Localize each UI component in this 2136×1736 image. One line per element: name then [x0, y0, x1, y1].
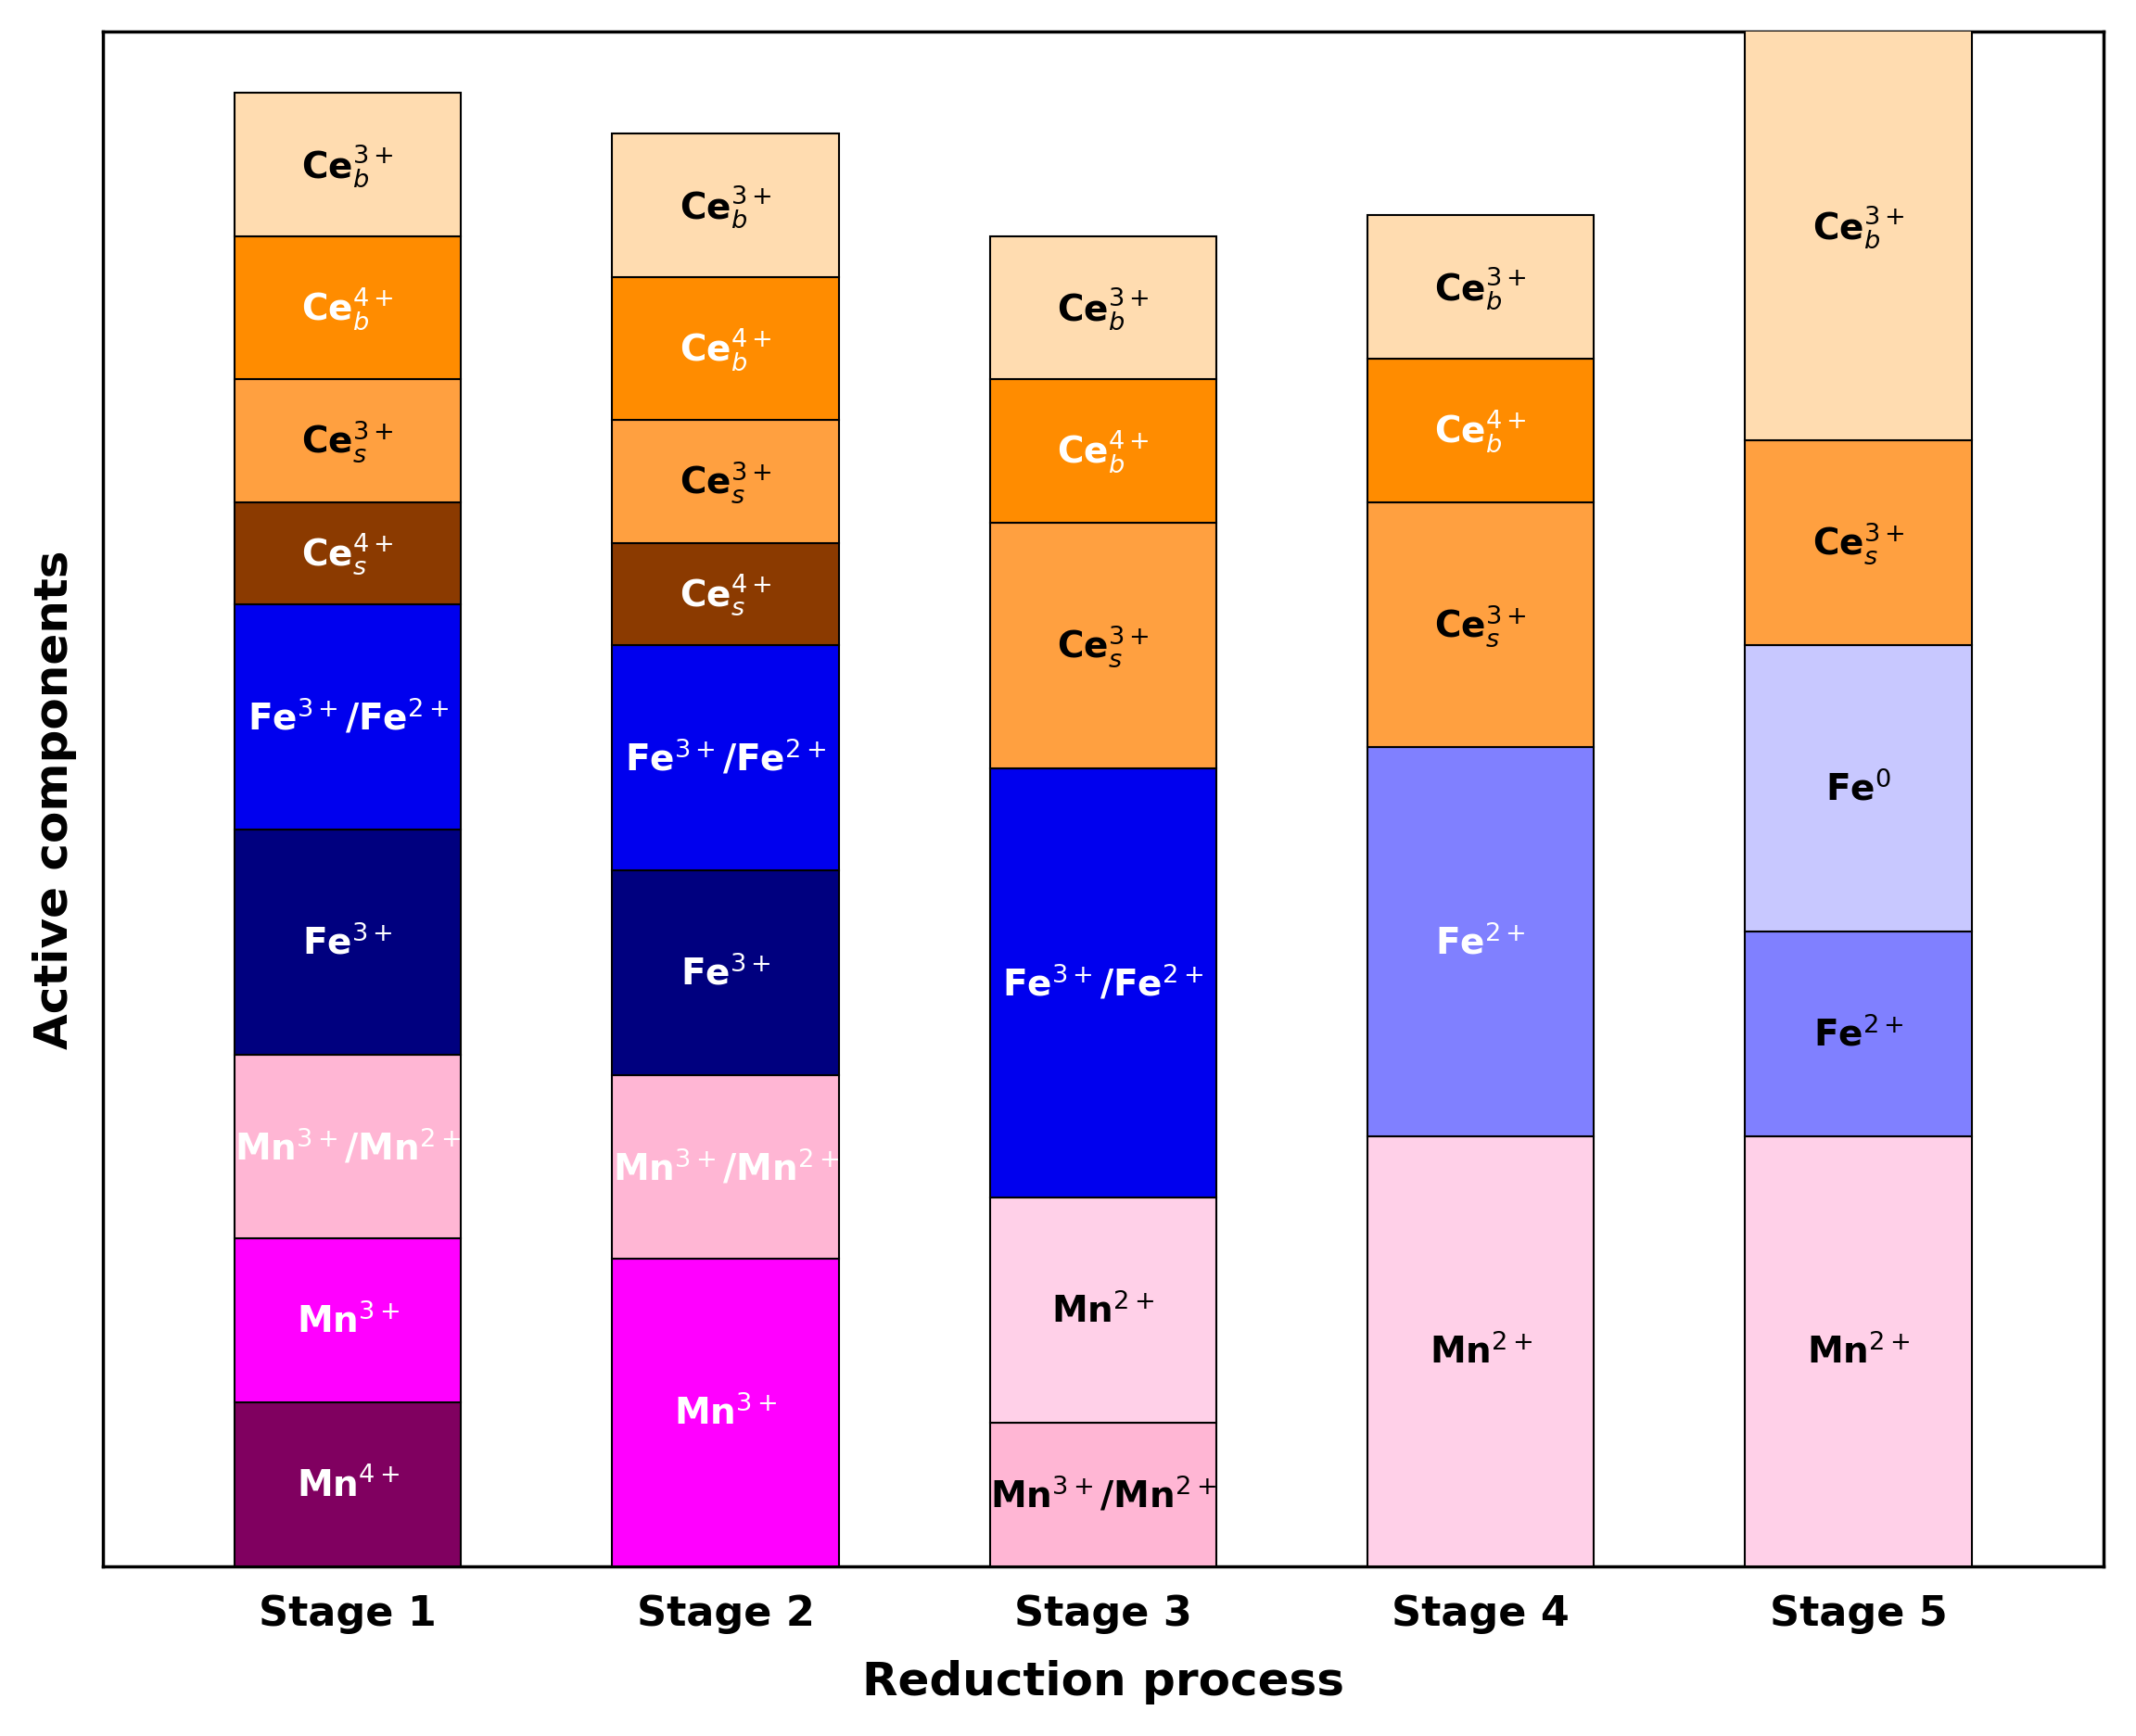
- Bar: [235, 380, 461, 503]
- Text: Fe$^{0}$: Fe$^{0}$: [1826, 771, 1890, 807]
- Text: Fe$^{3+}$: Fe$^{3+}$: [679, 955, 771, 991]
- Text: Mn$^{3+}$/Mn$^{2+}$: Mn$^{3+}$/Mn$^{2+}$: [613, 1147, 839, 1187]
- Bar: [989, 236, 1215, 380]
- Bar: [989, 1198, 1215, 1424]
- Text: Fe$^{3+}$/Fe$^{2+}$: Fe$^{3+}$/Fe$^{2+}$: [1002, 963, 1205, 1003]
- Text: Fe$^{2+}$: Fe$^{2+}$: [1813, 1016, 1903, 1052]
- Bar: [613, 278, 839, 420]
- Text: Mn$^{3+}$: Mn$^{3+}$: [297, 1302, 399, 1338]
- Bar: [1367, 748, 1593, 1137]
- Bar: [989, 380, 1215, 523]
- Bar: [1367, 217, 1593, 359]
- Text: Fe$^{3+}$: Fe$^{3+}$: [303, 924, 393, 960]
- Bar: [235, 94, 461, 236]
- Text: Ce$^{4+}_b$: Ce$^{4+}_b$: [301, 285, 395, 332]
- Bar: [613, 420, 839, 543]
- Bar: [1367, 1137, 1593, 1566]
- Text: Fe$^{3+}$/Fe$^{2+}$: Fe$^{3+}$/Fe$^{2+}$: [248, 698, 449, 738]
- Bar: [1745, 12, 1972, 441]
- Bar: [1745, 1137, 1972, 1566]
- Text: Mn$^{3+}$/Mn$^{2+}$: Mn$^{3+}$/Mn$^{2+}$: [991, 1476, 1215, 1514]
- Y-axis label: Active components: Active components: [32, 550, 77, 1049]
- Bar: [235, 236, 461, 380]
- Text: Fe$^{3+}$/Fe$^{2+}$: Fe$^{3+}$/Fe$^{2+}$: [626, 738, 827, 778]
- Text: Ce$^{4+}_s$: Ce$^{4+}_s$: [679, 573, 771, 618]
- Text: Ce$^{3+}_b$: Ce$^{3+}_b$: [1811, 203, 1905, 250]
- Bar: [613, 1259, 839, 1566]
- Bar: [1745, 441, 1972, 646]
- X-axis label: Reduction process: Reduction process: [863, 1660, 1344, 1703]
- Text: Ce$^{3+}_b$: Ce$^{3+}_b$: [301, 142, 395, 189]
- Bar: [235, 1403, 461, 1566]
- Bar: [613, 871, 839, 1075]
- Text: Ce$^{3+}_b$: Ce$^{3+}_b$: [1057, 285, 1149, 332]
- Text: Ce$^{4+}_s$: Ce$^{4+}_s$: [301, 531, 395, 576]
- Text: Ce$^{3+}_s$: Ce$^{3+}_s$: [1435, 602, 1527, 648]
- Text: Ce$^{3+}_s$: Ce$^{3+}_s$: [301, 418, 395, 464]
- Bar: [235, 604, 461, 830]
- Text: Mn$^{2+}$: Mn$^{2+}$: [1051, 1292, 1156, 1328]
- Bar: [235, 1055, 461, 1240]
- Bar: [613, 134, 839, 278]
- Text: Mn$^{4+}$: Mn$^{4+}$: [297, 1467, 399, 1502]
- Bar: [1367, 503, 1593, 748]
- Bar: [235, 1240, 461, 1403]
- Bar: [613, 1075, 839, 1259]
- Text: Ce$^{4+}_b$: Ce$^{4+}_b$: [1435, 408, 1527, 453]
- Bar: [235, 503, 461, 604]
- Text: Ce$^{3+}_s$: Ce$^{3+}_s$: [1057, 623, 1149, 668]
- Text: Ce$^{3+}_b$: Ce$^{3+}_b$: [1435, 264, 1527, 311]
- Text: Mn$^{2+}$: Mn$^{2+}$: [1429, 1333, 1532, 1370]
- Bar: [613, 646, 839, 871]
- Bar: [989, 769, 1215, 1198]
- Text: Ce$^{4+}_b$: Ce$^{4+}_b$: [1057, 429, 1149, 474]
- Text: Mn$^{2+}$: Mn$^{2+}$: [1807, 1333, 1910, 1370]
- Bar: [235, 830, 461, 1055]
- Bar: [1367, 359, 1593, 503]
- Bar: [989, 523, 1215, 769]
- Bar: [1745, 646, 1972, 932]
- Text: Ce$^{3+}_s$: Ce$^{3+}_s$: [679, 460, 771, 505]
- Bar: [989, 1424, 1215, 1566]
- Bar: [613, 543, 839, 646]
- Text: Ce$^{3+}_b$: Ce$^{3+}_b$: [679, 182, 771, 229]
- Text: Mn$^{3+}$/Mn$^{2+}$: Mn$^{3+}$/Mn$^{2+}$: [235, 1127, 461, 1167]
- Bar: [1745, 932, 1972, 1137]
- Text: Mn$^{3+}$: Mn$^{3+}$: [675, 1394, 778, 1430]
- Text: Ce$^{4+}_b$: Ce$^{4+}_b$: [679, 326, 771, 372]
- Text: Fe$^{2+}$: Fe$^{2+}$: [1435, 924, 1525, 960]
- Text: Ce$^{3+}_s$: Ce$^{3+}_s$: [1811, 521, 1905, 566]
